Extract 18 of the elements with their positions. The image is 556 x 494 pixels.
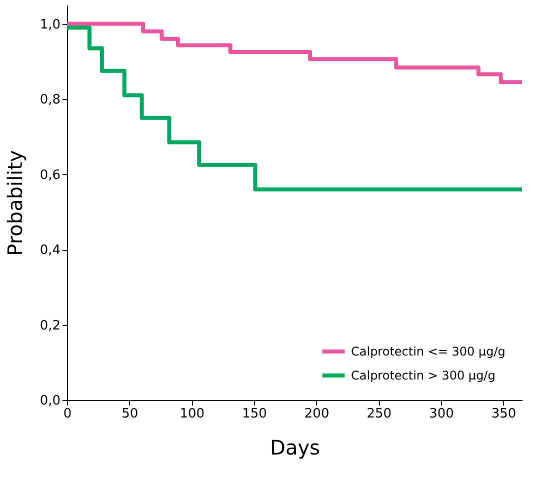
x-tick-label: 0 (63, 406, 72, 422)
x-tick-label: 250 (366, 406, 392, 422)
x-tick-label: 150 (242, 406, 267, 422)
x-tick-label: 350 (491, 406, 516, 422)
y-tick-label: 1,0 (40, 17, 60, 32)
x-tick-label: 300 (429, 406, 454, 422)
x-tick-label: 200 (304, 406, 330, 422)
y-tick-label: 0,6 (40, 168, 60, 183)
y-tick-label: 0,4 (40, 243, 60, 258)
x-tick-label: 100 (180, 406, 205, 422)
y-tick-label: 0,2 (40, 318, 60, 334)
y-axis-title: Probability (2, 150, 27, 256)
x-tick-label: 50 (122, 406, 138, 422)
legend-label: Calprotectin <= 300 µg/g (351, 344, 506, 358)
y-tick-label: 0,0 (40, 394, 60, 408)
x-axis-title: Days (270, 436, 320, 460)
y-tick-label: 0,8 (40, 92, 60, 108)
legend-label: Calprotectin > 300 µg/g (351, 368, 496, 382)
